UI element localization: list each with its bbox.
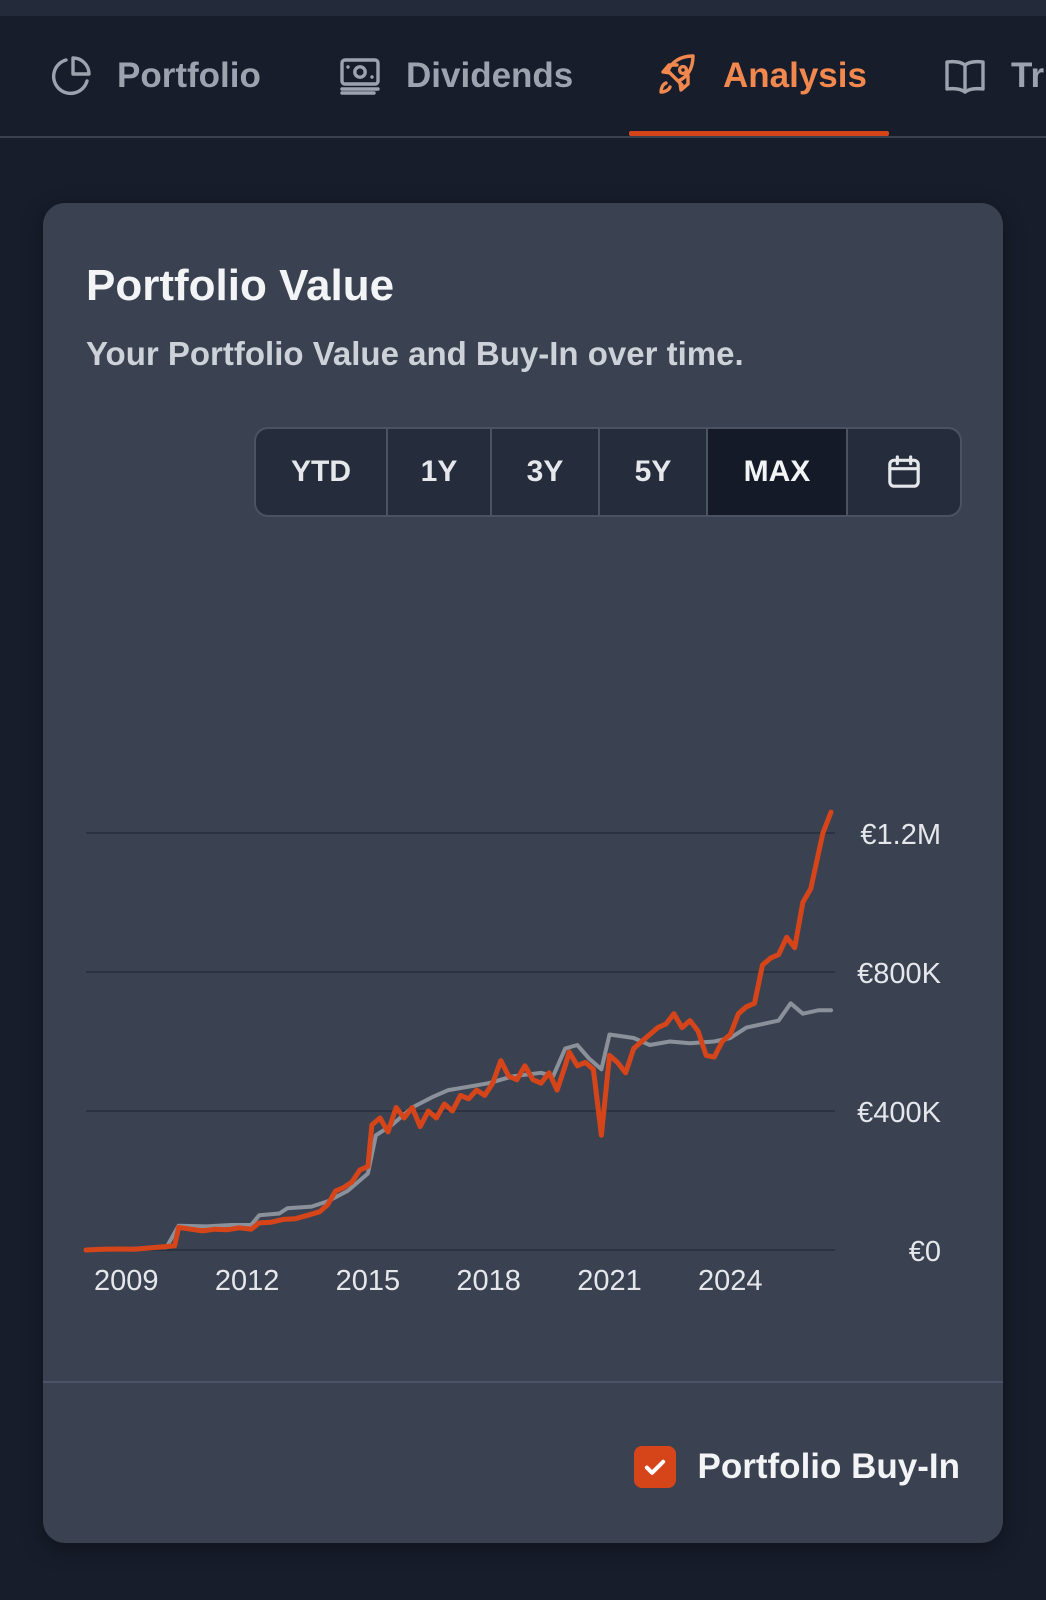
x-tick-label: 2018 <box>456 1265 521 1297</box>
pie-chart-icon <box>52 56 91 95</box>
card-divider <box>43 1381 1003 1383</box>
tab-label: Portfolio <box>117 56 261 95</box>
card-title: Portfolio Value <box>86 261 395 310</box>
y-tick-label: €1.2M <box>860 819 941 851</box>
buy-in-toggle-checkbox[interactable] <box>633 1446 676 1488</box>
calendar-icon <box>888 455 920 488</box>
x-tick-label: 2012 <box>215 1265 280 1297</box>
x-tick-label: 2009 <box>94 1265 159 1297</box>
book-icon <box>945 59 985 94</box>
range-3y-button[interactable]: 3Y <box>492 429 600 515</box>
range-5y-button[interactable]: 5Y <box>600 429 708 515</box>
active-tab-indicator <box>629 131 889 136</box>
y-tick-label: €800K <box>857 958 942 990</box>
portfolio-value-chart: €0 €400K €800K €1.2M 2009 2012 2015 2018 2021 202… <box>83 809 942 1297</box>
time-range-selector: YTD 1Y 3Y 5Y MAX <box>254 427 962 517</box>
status-strip <box>0 0 1046 16</box>
tab-label: Tr <box>1011 56 1045 95</box>
range-max-button[interactable]: MAX <box>708 429 848 515</box>
tab-tr[interactable]: Tr <box>941 16 1044 136</box>
custom-range-button[interactable] <box>848 429 960 515</box>
tab-analysis[interactable]: Analysis <box>629 16 889 136</box>
tab-label: Dividends <box>406 56 574 95</box>
portfolio-buy-in-line <box>84 1001 833 1252</box>
checkmark-icon <box>644 1459 665 1475</box>
legend-label[interactable]: Portfolio Buy-In <box>697 1447 960 1486</box>
portfolio-value-line <box>83 809 834 1253</box>
tab-portfolio[interactable]: Portfolio <box>47 16 261 136</box>
rocket-icon <box>659 54 695 94</box>
tab-dividends[interactable]: Dividends <box>336 16 573 136</box>
range-1y-button[interactable]: 1Y <box>388 429 492 515</box>
x-tick-label: 2021 <box>577 1265 642 1297</box>
range-ytd-button[interactable]: YTD <box>256 429 388 515</box>
y-tick-label: €0 <box>909 1236 941 1268</box>
tab-bar: Portfolio Dividends Analysis Tr <box>0 16 1046 138</box>
y-tick-label: €400K <box>857 1097 942 1129</box>
legend: Portfolio Buy-In <box>633 1443 960 1491</box>
x-tick-label: 2024 <box>698 1265 763 1297</box>
portfolio-value-card: Portfolio Value Your Portfolio Value and… <box>43 203 1003 1543</box>
banknote-icon <box>340 58 380 95</box>
tab-label: Analysis <box>723 56 867 95</box>
card-subtitle: Your Portfolio Value and Buy-In over tim… <box>86 335 744 372</box>
x-tick-label: 2015 <box>336 1265 401 1297</box>
